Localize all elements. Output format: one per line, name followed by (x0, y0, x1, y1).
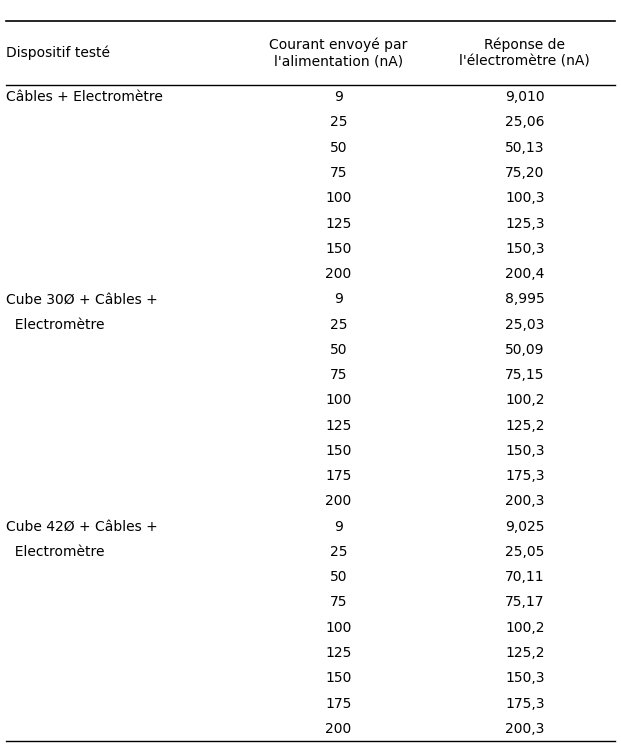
Text: Electromètre: Electromètre (6, 545, 105, 559)
Text: 150: 150 (325, 444, 351, 458)
Text: 125: 125 (325, 217, 351, 230)
Text: 200: 200 (325, 267, 351, 281)
Text: 125,3: 125,3 (505, 217, 545, 230)
Text: 25,06: 25,06 (505, 116, 545, 129)
Text: 200,4: 200,4 (505, 267, 545, 281)
Text: 175,3: 175,3 (505, 469, 545, 483)
Text: 150: 150 (325, 671, 351, 686)
Text: Cube 42Ø + Câbles +: Cube 42Ø + Câbles + (6, 519, 158, 534)
Text: Réponse de
l'électromètre (nA): Réponse de l'électromètre (nA) (460, 38, 590, 68)
Text: 200,3: 200,3 (505, 722, 545, 736)
Text: 75: 75 (330, 368, 347, 382)
Text: 200,3: 200,3 (505, 495, 545, 508)
Text: 75: 75 (330, 166, 347, 180)
Text: 25,03: 25,03 (505, 318, 545, 331)
Text: 100,2: 100,2 (505, 621, 545, 635)
Text: 100: 100 (325, 621, 351, 635)
Text: 150,3: 150,3 (505, 444, 545, 458)
Text: 50,09: 50,09 (505, 343, 545, 357)
Text: 150,3: 150,3 (505, 242, 545, 256)
Text: 125: 125 (325, 646, 351, 660)
Text: 175: 175 (325, 697, 351, 710)
Text: Electromètre: Electromètre (6, 318, 105, 331)
Text: 175: 175 (325, 469, 351, 483)
Text: 100: 100 (325, 393, 351, 408)
Text: 75,15: 75,15 (505, 368, 545, 382)
Text: 25: 25 (330, 116, 347, 129)
Text: 75,17: 75,17 (505, 596, 545, 609)
Text: 200: 200 (325, 722, 351, 736)
Text: 100: 100 (325, 191, 351, 205)
Text: Câbles + Electromètre: Câbles + Electromètre (6, 90, 163, 104)
Text: 50,13: 50,13 (505, 140, 545, 155)
Text: 9,010: 9,010 (505, 90, 545, 104)
Text: 25: 25 (330, 545, 347, 559)
Text: 125: 125 (325, 418, 351, 433)
Text: 75,20: 75,20 (505, 166, 545, 180)
Text: 50: 50 (330, 140, 347, 155)
Text: 150: 150 (325, 242, 351, 256)
Text: 125,2: 125,2 (505, 418, 545, 433)
Text: 70,11: 70,11 (505, 570, 545, 584)
Text: 75: 75 (330, 596, 347, 609)
Text: 125,2: 125,2 (505, 646, 545, 660)
Text: Dispositif testé: Dispositif testé (6, 45, 110, 60)
Text: 100,2: 100,2 (505, 393, 545, 408)
Text: 9,025: 9,025 (505, 519, 545, 534)
Text: 25,05: 25,05 (505, 545, 545, 559)
Text: Cube 30Ø + Câbles +: Cube 30Ø + Câbles + (6, 292, 158, 307)
Text: 50: 50 (330, 570, 347, 584)
Text: Courant envoyé par
l'alimentation (nA): Courant envoyé par l'alimentation (nA) (270, 38, 407, 68)
Text: 50: 50 (330, 343, 347, 357)
Text: 9: 9 (334, 292, 343, 307)
Text: 25: 25 (330, 318, 347, 331)
Text: 9: 9 (334, 90, 343, 104)
Text: 175,3: 175,3 (505, 697, 545, 710)
Text: 8,995: 8,995 (505, 292, 545, 307)
Text: 200: 200 (325, 495, 351, 508)
Text: 100,3: 100,3 (505, 191, 545, 205)
Text: 9: 9 (334, 519, 343, 534)
Text: 150,3: 150,3 (505, 671, 545, 686)
